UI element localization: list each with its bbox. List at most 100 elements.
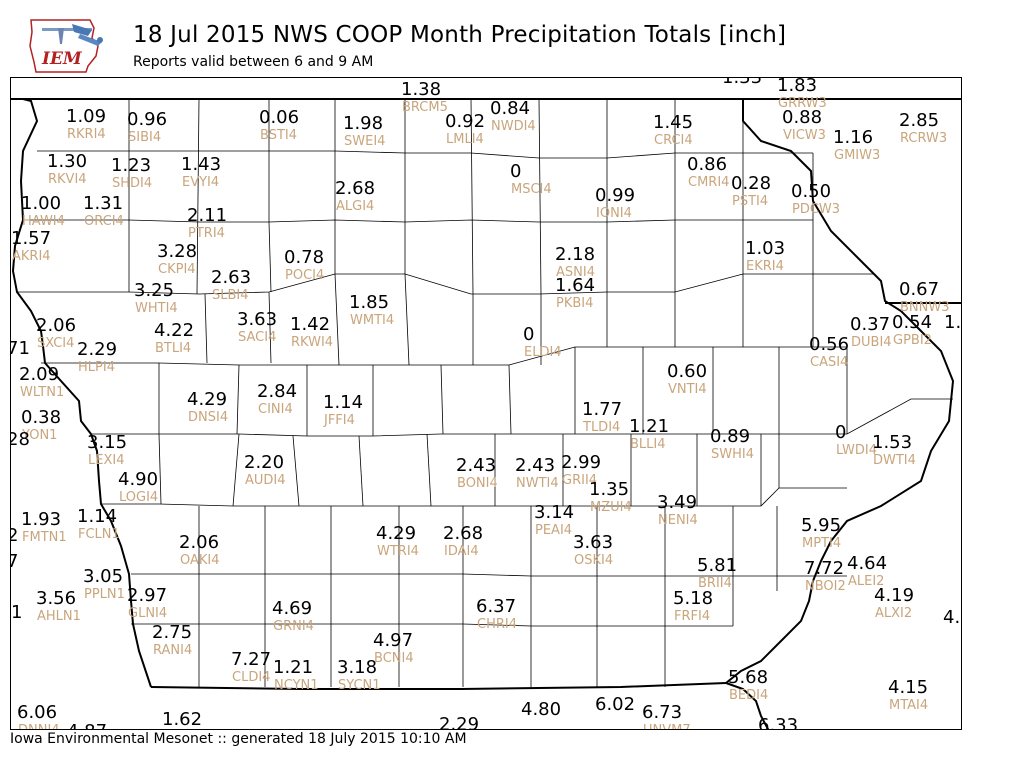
station-value: 6.02 — [595, 694, 635, 715]
station-id: CHRI4 — [477, 617, 517, 632]
station-id: CASI4 — [810, 355, 848, 370]
station-value: 4.64 — [847, 553, 887, 574]
station-value: 0.60 — [667, 361, 707, 382]
station-id: OAKI4 — [180, 553, 220, 568]
station-id: DNNI4 — [18, 723, 60, 730]
station-value: 4.90 — [118, 469, 158, 490]
station-value: 1. — [944, 312, 961, 333]
station-value: 2.18 — [555, 244, 595, 265]
station-id: PKBI4 — [556, 296, 593, 311]
station-value: 0 — [835, 422, 846, 443]
station-value: 6.37 — [476, 596, 516, 617]
station-value: 0.84 — [490, 98, 530, 119]
station-value: 4.97 — [373, 630, 413, 651]
station-value: 1.93 — [21, 509, 61, 530]
station-value: 28 — [11, 429, 30, 450]
station-id: SIBI4 — [128, 130, 161, 145]
station-id: RCRW3 — [900, 131, 947, 146]
station-id: BCNI4 — [374, 651, 414, 666]
station-value: 0 — [523, 324, 534, 345]
station-value: 3.14 — [534, 502, 574, 523]
station-id: NCYN1 — [274, 678, 319, 693]
station-id: WTRI4 — [377, 544, 419, 559]
station-value: 3.56 — [36, 588, 76, 609]
station-value: 4.15 — [888, 677, 928, 698]
station-id: GRNI4 — [273, 619, 314, 634]
station-id: EVYI4 — [182, 175, 219, 190]
station-value: 5.95 — [801, 515, 841, 536]
station-value: 0.06 — [259, 107, 299, 128]
station-id: NBOI2 — [805, 579, 846, 594]
iem-logo: IEM — [29, 19, 103, 73]
station-value: 3.15 — [87, 432, 127, 453]
station-value: 1.14 — [77, 506, 117, 527]
station-value: 0.99 — [595, 185, 635, 206]
station-value: 1.85 — [349, 292, 389, 313]
station-value: 2.09 — [19, 364, 59, 385]
station-id: BTLI4 — [155, 341, 191, 356]
station-id: ELDI4 — [524, 345, 562, 360]
station-value: 1.14 — [323, 392, 363, 413]
station-id: RANI4 — [153, 643, 192, 658]
station-value: 1.38 — [401, 79, 441, 100]
station-value: 1.33 — [722, 78, 762, 88]
station-value: 0.67 — [899, 279, 939, 300]
station-id: GMIW3 — [834, 148, 880, 163]
station-value: 5.68 — [728, 667, 768, 688]
station-id: GLNI4 — [128, 606, 167, 621]
station-value: 2.11 — [187, 205, 227, 226]
station-value: 3.63 — [573, 532, 613, 553]
station-id: CRCI4 — [654, 133, 693, 148]
station-value: 1 — [11, 602, 22, 623]
station-value: 2.06 — [179, 532, 219, 553]
page-subtitle: Reports valid between 6 and 9 AM — [133, 54, 374, 70]
station-id: MTAI4 — [889, 698, 928, 713]
station-value: 1.31 — [83, 193, 123, 214]
station-value: 5.81 — [697, 555, 737, 576]
station-value: 0.38 — [21, 407, 61, 428]
station-id: ASNI4 — [556, 265, 595, 280]
station-value: 1.62 — [162, 709, 202, 730]
county-boundaries — [16, 98, 953, 687]
station-id: TLDI4 — [582, 420, 620, 435]
station-value: 2.29 — [77, 339, 117, 360]
station-value: 2.63 — [211, 267, 251, 288]
station-id: NWDI4 — [491, 119, 536, 134]
station-value: 0.88 — [782, 107, 822, 128]
station-id: YON1 — [21, 428, 57, 443]
station-id: MSCI4 — [511, 182, 552, 197]
station-id: POCI4 — [285, 268, 324, 283]
station-value: 1.57 — [11, 228, 51, 249]
station-id: OSKI4 — [574, 553, 613, 568]
station-id: CKPI4 — [158, 262, 196, 277]
station-id: VICW3 — [783, 128, 826, 143]
station-value: 0.89 — [710, 426, 750, 447]
station-id: MZUI4 — [590, 500, 632, 515]
station-value: 6.06 — [17, 702, 57, 723]
station-value: 1.16 — [833, 127, 873, 148]
station-value: 6.73 — [642, 702, 682, 723]
station-value: 0.56 — [809, 334, 849, 355]
station-value: 0.78 — [284, 247, 324, 268]
station-id: HAWI4 — [22, 214, 65, 229]
station-value: 1.21 — [629, 416, 669, 437]
station-id: ORCI4 — [84, 214, 124, 229]
station-value: 1.42 — [290, 314, 330, 335]
station-id: ALGI4 — [336, 199, 374, 214]
station-id: RKWI4 — [291, 335, 333, 350]
station-id: SYCN1 — [338, 678, 381, 693]
station-value: 1.45 — [653, 112, 693, 133]
station-value: 4.29 — [376, 523, 416, 544]
page-title: 18 Jul 2015 NWS COOP Month Precipitation… — [133, 22, 787, 48]
station-value: 0.92 — [445, 111, 485, 132]
station-value: 3.25 — [134, 280, 174, 301]
station-value: 1.64 — [555, 275, 595, 296]
station-id: NENI4 — [658, 513, 698, 528]
station-value: 2.29 — [439, 714, 479, 730]
station-id: DNSI4 — [188, 410, 228, 425]
state-borders — [11, 98, 961, 729]
station-id: CMRI4 — [688, 175, 729, 190]
station-id: SACI4 — [238, 330, 276, 345]
